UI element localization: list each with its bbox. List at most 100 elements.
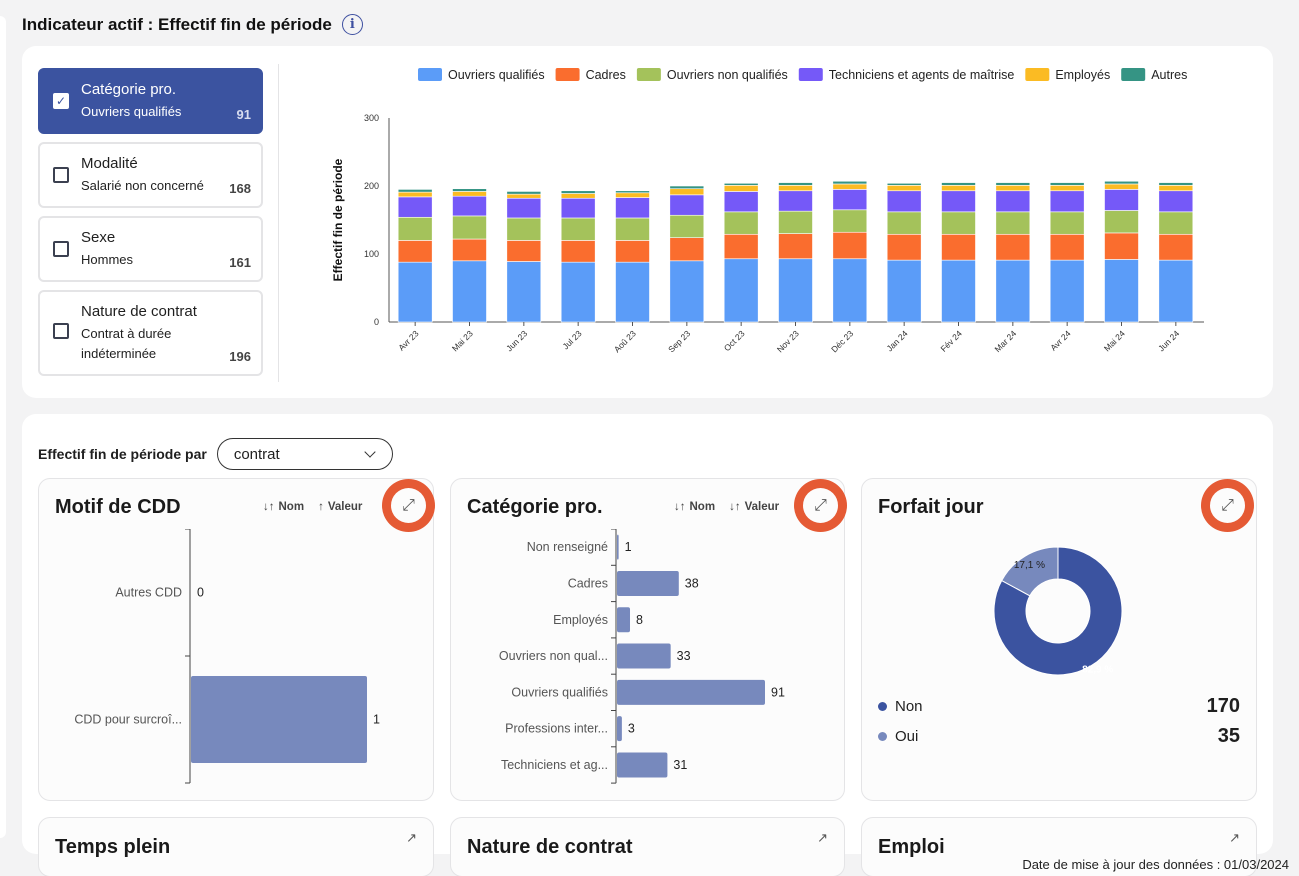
bar[interactable] [617,570,679,596]
sort-by-name-button[interactable]: ↓↑ Nom [674,501,716,513]
bar-segment[interactable] [669,237,705,262]
legend-item[interactable]: Techniciens et agents de maîtrise [798,68,1015,82]
bar-segment[interactable] [1158,190,1194,213]
bar-segment[interactable] [778,190,813,212]
bar-segment[interactable] [506,217,542,241]
bar-segment[interactable] [941,233,976,261]
bar-segment[interactable] [669,185,705,190]
bar-segment[interactable] [778,182,813,186]
sort-by-name-button[interactable]: ↓↑ Nom [263,501,305,513]
legend-item[interactable]: Employés [1025,68,1110,82]
bar-segment[interactable] [560,261,596,323]
bar-segment[interactable] [1158,211,1194,235]
checkbox-icon[interactable] [53,167,69,183]
bar-segment[interactable] [886,185,922,192]
bar-segment[interactable] [397,191,433,198]
bar-segment[interactable] [723,211,759,235]
sort-by-value-button[interactable]: ↑ Valeur [318,501,363,513]
bar-segment[interactable] [1049,211,1085,235]
bar-segment[interactable] [397,240,433,263]
bar-segment[interactable] [1049,182,1085,186]
bar-segment[interactable] [669,188,705,196]
legend-item[interactable]: Autres [1121,68,1187,82]
bar-segment[interactable] [995,190,1031,213]
bar-segment[interactable] [832,180,868,185]
bar-segment[interactable] [1104,259,1139,323]
bar-segment[interactable] [832,189,868,211]
bar-segment[interactable] [615,240,650,263]
checkbox-icon[interactable] [53,323,69,339]
bar-segment[interactable] [723,258,759,323]
expand-icon[interactable]: ↗ [406,830,417,845]
bar-segment[interactable] [397,216,433,241]
bar-segment[interactable] [1158,233,1194,261]
bar-segment[interactable] [886,182,922,186]
bar[interactable] [617,607,631,633]
bar-segment[interactable] [995,182,1031,186]
bar-segment[interactable] [1104,189,1139,211]
bar-segment[interactable] [995,185,1031,192]
sort-by-value-button[interactable]: ↓↑ Valeur [729,501,780,513]
bar-segment[interactable] [397,189,433,193]
bar-segment[interactable] [1104,180,1139,185]
bar[interactable] [617,752,668,778]
expand-button-highlight[interactable]: ⤢ [382,479,435,532]
bar-segment[interactable] [941,190,976,213]
bar-segment[interactable] [452,215,487,240]
filter-card-nature-contrat[interactable]: Nature de contrat Contrat à durée indéte… [38,290,263,376]
bar-segment[interactable] [506,193,542,199]
bar-segment[interactable] [778,185,813,192]
bar-segment[interactable] [832,231,868,260]
bar-segment[interactable] [995,211,1031,235]
bar[interactable] [617,716,622,742]
bar-segment[interactable] [778,258,813,323]
bar-segment[interactable] [669,194,705,216]
bar-segment[interactable] [778,210,813,234]
bar-segment[interactable] [832,258,868,323]
bar-segment[interactable] [452,191,487,197]
bar-segment[interactable] [1104,210,1139,234]
bar-segment[interactable] [506,197,542,219]
filter-card-sexe[interactable]: Sexe Hommes 161 [38,216,263,282]
legend-item[interactable]: Ouvriers qualifiés [418,68,545,82]
bar[interactable] [617,643,671,669]
bar-segment[interactable] [615,261,650,323]
bar-segment[interactable] [1104,183,1139,190]
bar-segment[interactable] [397,261,433,323]
bar-segment[interactable] [452,195,487,217]
expand-icon[interactable]: ↗ [817,830,828,845]
bar-segment[interactable] [506,261,542,323]
bar-segment[interactable] [723,233,759,260]
bar-segment[interactable] [941,211,976,235]
bar-segment[interactable] [886,190,922,213]
bar-segment[interactable] [1049,190,1085,213]
bar-segment[interactable] [886,233,922,261]
expand-button-highlight[interactable]: ⤢ [794,479,847,532]
bar[interactable] [617,679,765,705]
bar-segment[interactable] [669,214,705,238]
bar-segment[interactable] [506,240,542,262]
bar-segment[interactable] [560,193,596,199]
filter-card-categorie[interactable]: ✓ Catégorie pro. Ouvriers qualifiés 91 [38,68,263,134]
bar-segment[interactable] [1049,259,1085,323]
bar-segment[interactable] [452,188,487,192]
bar-segment[interactable] [452,260,487,323]
bar-segment[interactable] [560,217,596,241]
bar-segment[interactable] [723,185,759,192]
bar-segment[interactable] [506,191,542,195]
legend-item[interactable]: Ouvriers non qualifiés [636,68,788,82]
bar-segment[interactable] [615,190,650,194]
expand-button-highlight[interactable]: ⤢ [1201,479,1254,532]
bar-segment[interactable] [1158,259,1194,323]
bar-segment[interactable] [452,238,487,262]
expand-icon[interactable]: ↗ [1229,830,1240,845]
info-icon[interactable]: i [341,14,363,35]
filter-card-modalite[interactable]: Modalité Salarié non concerné 168 [38,142,263,208]
bar-segment[interactable] [941,185,976,192]
checkbox-checked-icon[interactable]: ✓ [53,93,69,109]
bar-segment[interactable] [1049,233,1085,261]
bar-segment[interactable] [723,191,759,213]
bar-segment[interactable] [832,183,868,190]
bar[interactable] [191,676,367,763]
bar-segment[interactable] [669,260,705,323]
